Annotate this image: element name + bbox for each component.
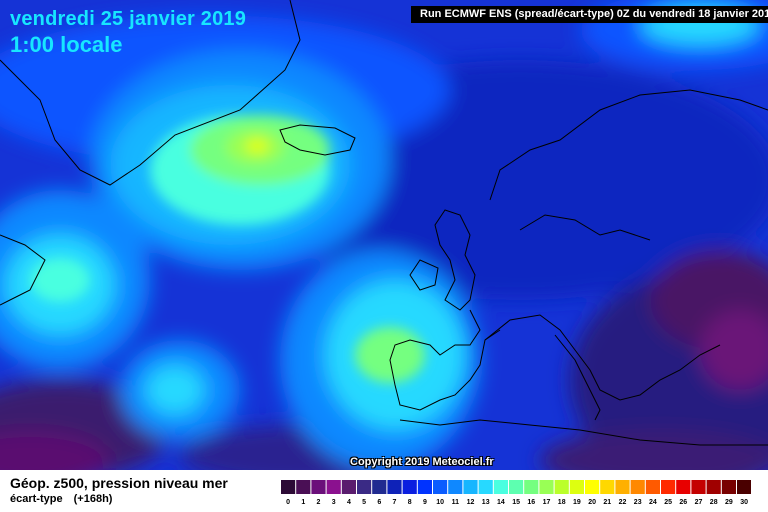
legend-label: 14	[497, 499, 505, 506]
legend-swatch	[676, 480, 691, 494]
legend-swatch	[509, 480, 524, 494]
legend-label: 29	[725, 499, 733, 506]
legend-swatch	[691, 480, 706, 494]
legend-label: 21	[603, 499, 611, 506]
legend-swatch	[326, 480, 341, 494]
legend-swatch	[661, 480, 676, 494]
legend-swatch	[554, 480, 569, 494]
legend-label: 12	[467, 499, 475, 506]
legend-label: 18	[558, 499, 566, 506]
legend-label: 28	[710, 499, 718, 506]
legend-label: 0	[286, 499, 290, 506]
legend-swatch	[721, 480, 736, 494]
subtitle-label: écart-type	[10, 493, 63, 505]
legend-swatch	[417, 480, 432, 494]
legend-swatch	[630, 480, 645, 494]
legend-swatch	[463, 480, 478, 494]
color-scale-legend: 0 1 2 3 4 5 6 7 8 9 10 11 12 13 14 15 16 17 18 19 20 21 22 23 24…	[281, 480, 751, 506]
legend-label: 8	[408, 499, 412, 506]
legend-swatch	[524, 480, 539, 494]
legend-label: 25	[664, 499, 672, 506]
legend-swatch	[341, 480, 356, 494]
legend-svg: 0 1 2 3 4 5 6 7 8 9 10 11 12 13 14 15 16 17 18 19 20 21 22 23 24…	[281, 480, 751, 506]
product-title: Géop. z500, pression niveau mer	[10, 475, 228, 491]
legend-swatch	[311, 480, 326, 494]
legend-label: 15	[512, 499, 520, 506]
legend-swatch	[493, 480, 508, 494]
legend-label: 5	[362, 499, 366, 506]
legend-label: 3	[332, 499, 336, 506]
footer-bar: Géop. z500, pression niveau mer écart-ty…	[0, 470, 768, 512]
legend-label: 1	[301, 499, 305, 506]
legend-label: 26	[679, 499, 687, 506]
legend-swatch	[387, 480, 402, 494]
legend-swatch	[585, 480, 600, 494]
legend-label: 19	[573, 499, 581, 506]
legend-label: 30	[740, 499, 748, 506]
run-info: Run ECMWF ENS (spread/écart-type) 0Z du …	[411, 6, 768, 23]
legend-label: 23	[634, 499, 642, 506]
legend-label: 27	[695, 499, 703, 506]
ensemble-spread-map	[0, 0, 768, 470]
legend-label: 6	[377, 499, 381, 506]
legend-swatch	[737, 480, 751, 494]
legend-swatch	[539, 480, 554, 494]
coastlines	[0, 0, 768, 446]
legend-swatch	[448, 480, 463, 494]
spread-contours	[0, 0, 768, 470]
legend-swatch	[569, 480, 584, 494]
forecast-time: 1:00 locale	[10, 32, 123, 57]
legend-swatch	[600, 480, 615, 494]
legend-swatch	[706, 480, 721, 494]
legend-swatch	[372, 480, 387, 494]
lead-time: (+168h)	[73, 493, 113, 505]
legend-swatch	[433, 480, 448, 494]
legend-label: 17	[543, 499, 551, 506]
legend-swatch	[615, 480, 630, 494]
legend-label: 9	[423, 499, 427, 506]
spread-field	[0, 0, 768, 470]
legend-swatch	[402, 480, 417, 494]
forecast-date: vendredi 25 janvier 2019	[10, 8, 247, 30]
legend-swatch	[645, 480, 660, 494]
legend-label: 7	[393, 499, 397, 506]
legend-label: 22	[619, 499, 627, 506]
copyright-text: Copyright 2019 Meteociel.fr	[350, 456, 494, 468]
legend-label: 16	[527, 499, 535, 506]
legend-swatch	[357, 480, 372, 494]
product-subtitle: écart-type (+168h)	[10, 493, 120, 505]
legend-swatch	[296, 480, 311, 494]
legend-label: 2	[317, 499, 321, 506]
legend-swatch	[281, 480, 296, 494]
legend-label: 11	[452, 499, 460, 506]
legend-label: 13	[482, 499, 490, 506]
legend-label: 10	[436, 499, 444, 506]
legend-label: 20	[588, 499, 596, 506]
legend-label: 24	[649, 499, 657, 506]
legend-label: 4	[347, 499, 351, 506]
legend-swatch	[478, 480, 493, 494]
